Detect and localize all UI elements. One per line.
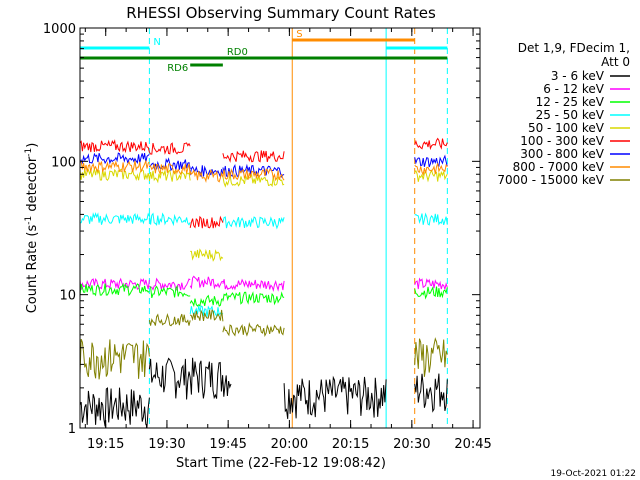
series-segment-7-3 (222, 168, 285, 182)
x-axis-label: Start Time (22-Feb-12 19:08:42) (176, 456, 386, 471)
x-tick-label-1: 19:30 (148, 437, 185, 452)
chart-title: RHESSI Observing Summary Count Rates (126, 4, 436, 22)
series-segment-2-4 (414, 286, 448, 300)
series-segment-0-0 (79, 387, 150, 429)
series-segment-3-1 (148, 212, 191, 227)
legend-label-1: 6 - 12 keV (543, 82, 605, 96)
series-segment-8-2 (189, 309, 224, 322)
legend-label-5: 100 - 300 keV (520, 134, 604, 148)
series-segment-4-0 (79, 168, 150, 182)
y-tick-label-1: 10 (59, 289, 76, 304)
series-segment-4-1 (148, 169, 191, 184)
series-segment-2-3 (222, 291, 285, 306)
series-segment-5-3 (222, 150, 285, 163)
series-segment-5-0 (79, 139, 150, 154)
series-100-300-kev (79, 137, 448, 229)
x-tick-label-0: 19:15 (87, 437, 124, 452)
series-segment-2-2 (189, 294, 223, 308)
series-segment-5-1 (148, 142, 191, 155)
series-segment-5-4 (414, 137, 448, 151)
series-segment-1-3 (222, 278, 285, 293)
footer-date: 19-Oct-2021 01:22 (551, 469, 636, 479)
x-axis: 19:15 19:30 19:45 20:00 20:15 20:30 20:45 (84, 28, 492, 452)
series-segment-7-4 (414, 163, 448, 176)
series-segment-8-3 (222, 322, 285, 337)
series-segment-8-0 (79, 339, 150, 380)
series-segment-5-2 (189, 215, 224, 229)
series-6-12-kev (79, 275, 448, 293)
series-segment-3-2 (189, 305, 224, 318)
series-segment-0-3 (414, 373, 448, 413)
legend-label-6: 300 - 800 keV (520, 147, 604, 161)
legend-header-line2: Att 0 (601, 55, 630, 69)
series-segment-4-4 (414, 169, 448, 183)
series-7000-15000-kev (79, 309, 448, 380)
x-tick-label-5: 20:30 (393, 437, 430, 452)
series-50-100-kev (79, 168, 448, 262)
series-segment-6-4 (414, 154, 448, 168)
series-segment-7-1 (148, 163, 191, 176)
series-segment-2-1 (149, 284, 191, 299)
legend-label-3: 25 - 50 keV (536, 108, 605, 122)
y-tick-label-0: 1 (68, 422, 76, 437)
series-segment-6-0 (79, 152, 150, 165)
flag-label-rd0: RD0 (227, 47, 248, 58)
series-segment-8-4 (414, 337, 448, 377)
y-axis: 1 10 100 1000 (43, 22, 480, 437)
series-segment-4-2 (190, 248, 224, 262)
legend-label-4: 50 - 100 keV (528, 121, 605, 135)
series-segment-7-0 (79, 159, 150, 173)
series-segment-1-1 (149, 277, 191, 292)
y-axis-label: Count Rate (s-1 detector-1) (24, 143, 40, 314)
series-segment-1-2 (189, 275, 224, 290)
series-segment-0-2 (283, 375, 387, 419)
series-12-25-kev (79, 282, 448, 308)
flag-label-s: S (296, 29, 302, 40)
series-3-6-kev (79, 357, 448, 429)
series-segment-1-4 (414, 277, 448, 291)
series-segment-6-2 (189, 165, 224, 179)
series-segment-7-2 (189, 168, 224, 184)
series-25-50-kev (79, 212, 448, 318)
x-tick-label-6: 20:45 (454, 437, 491, 452)
series-segment-3-4 (414, 212, 448, 226)
series-segment-8-1 (148, 312, 191, 327)
series-segment-2-0 (79, 282, 150, 297)
legend-label-7: 800 - 7000 keV (513, 160, 605, 174)
series-segment-4-3 (222, 173, 285, 188)
y-tick-label-2: 100 (51, 155, 76, 170)
x-tick-label-2: 19:45 (209, 437, 246, 452)
plot-frame (79, 27, 481, 429)
flag-label-n: N (153, 37, 160, 48)
series-segment-3-0 (79, 212, 150, 225)
series-800-7000-kev (79, 159, 448, 184)
series-segment-3-3 (222, 216, 285, 230)
flag-label-rd6: RD6 (167, 63, 188, 74)
y-tick-label-3: 1000 (43, 22, 76, 37)
legend-header-line1: Det 1,9, FDecim 1, (518, 41, 630, 55)
x-tick-label-4: 20:15 (332, 437, 369, 452)
plot-area: N RD0 RD6 S (79, 28, 448, 429)
legend-label-2: 12 - 25 keV (536, 95, 605, 109)
legend-label-0: 3 - 6 keV (551, 69, 605, 83)
series-segment-1-0 (79, 277, 150, 291)
legend-label-8: 7000 - 15000 keV (497, 173, 604, 187)
series-segment-0-1 (148, 357, 232, 400)
x-tick-label-3: 20:00 (271, 437, 308, 452)
series-segment-6-3 (222, 163, 285, 178)
